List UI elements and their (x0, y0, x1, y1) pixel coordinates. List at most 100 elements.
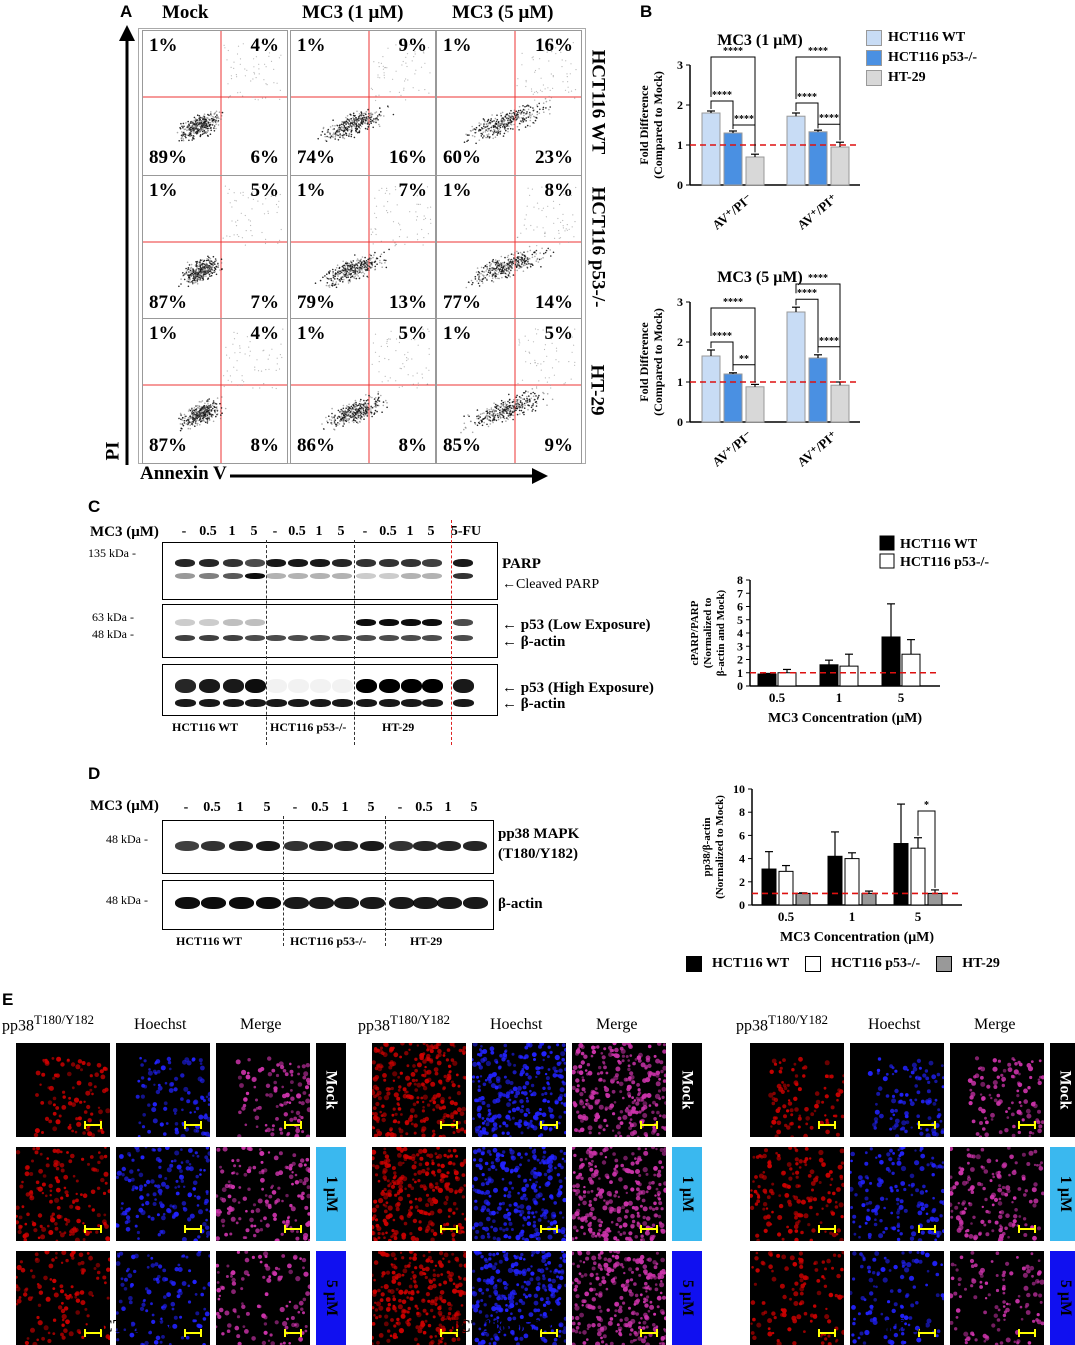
band-parp (288, 559, 308, 567)
scale-bar (84, 1225, 102, 1233)
significance-label: **** (808, 273, 828, 284)
y-tick-label: 4 (737, 626, 743, 640)
band-parp (310, 559, 330, 567)
panel-b-label: B (640, 2, 652, 22)
band-pp38 (309, 841, 333, 851)
micrograph (116, 1043, 210, 1137)
band-p53 (356, 679, 377, 693)
d-legend-swatch-wt (686, 956, 702, 972)
quadrant-ul: 1% (443, 180, 472, 202)
micrograph (950, 1147, 1044, 1241)
band-p53 (266, 679, 287, 693)
y-tick-label: 0 (677, 415, 683, 429)
x-category-label: AV⁺/PI⁻ (709, 428, 755, 470)
band-actin (266, 635, 286, 641)
d-label-site: (T180/Y182) (498, 846, 578, 863)
y-tick-label: 1 (737, 666, 743, 680)
band-p53 (379, 679, 400, 693)
quadrant-lr: 7% (251, 292, 280, 314)
bar (902, 654, 920, 686)
c-marker-48: 48 kDa - (92, 627, 134, 642)
y-axis-label: Fold Difference(Compared to Mock) (637, 308, 665, 416)
quadrant-ll: 89% (149, 147, 187, 169)
band-parp (175, 559, 195, 567)
legend-label: HCT116 p53-/- (900, 555, 989, 570)
lane-label: 0.5 (377, 524, 399, 540)
x-category-label: 0.5 (778, 909, 795, 924)
quadrant-ul: 1% (297, 35, 326, 57)
d-marker-2: 48 kDa - (106, 893, 148, 908)
e-col-header-pp38: pp38T180/Y182 (736, 1012, 828, 1035)
e-group-label: HCT116 WT (86, 1316, 185, 1337)
lane-label: 1 (437, 800, 459, 816)
scale-bar (818, 1225, 836, 1233)
x-axis-label: MC3 Concentration (μM) (780, 930, 934, 945)
band-actin (379, 635, 399, 641)
svg-text:AV⁺/PI⁻: AV⁺/PI⁻ (709, 428, 755, 470)
quadrant-lr: 16% (389, 147, 427, 169)
legend-p53: HCT116 p53-/- (888, 50, 977, 66)
scale-bar (640, 1121, 658, 1129)
e-row-label: 1 μM (672, 1147, 702, 1241)
micrograph (472, 1147, 566, 1241)
flow-plot: 1%5%86%8% (290, 318, 436, 464)
band-pp38 (175, 841, 199, 851)
band-pp38 (360, 841, 384, 851)
y-tick-label: 3 (737, 639, 743, 653)
band-actin (175, 897, 200, 909)
bar (882, 637, 900, 686)
bar (828, 856, 842, 905)
band-cleaved-parp (379, 573, 399, 579)
micrograph (850, 1043, 944, 1137)
band-actin (245, 635, 265, 641)
y-tick-label: 1 (677, 375, 683, 389)
band-parp (223, 559, 243, 567)
band-actin (332, 699, 353, 707)
quadrant-ur: 16% (535, 35, 573, 57)
x-category-label: 0.5 (769, 690, 786, 705)
c-label-p53-low: ← p53 (Low Exposure) (502, 617, 651, 634)
band-actin (422, 635, 442, 641)
band-parp (199, 559, 219, 567)
band-actin (175, 699, 196, 707)
quadrant-ul: 1% (149, 323, 178, 345)
bar (758, 674, 776, 686)
blot-parp (162, 542, 498, 600)
band-actin (288, 635, 308, 641)
band-actin (437, 897, 462, 909)
row-header-wt: HCT116 WT (583, 30, 611, 174)
quadrant-ul: 1% (297, 180, 326, 202)
lane-label: 5 (243, 524, 265, 540)
lane-label: 1 (334, 800, 356, 816)
scale-bar (918, 1121, 936, 1129)
scale-bar (84, 1121, 102, 1129)
quadrant-ul: 1% (443, 35, 472, 57)
band-actin (310, 635, 330, 641)
quadrant-ul: 1% (443, 323, 472, 345)
svg-text:cPARP/PARP: cPARP/PARP (690, 600, 701, 665)
e-col-header-hoechst: Hoechst (868, 1016, 920, 1034)
quadrant-ur: 5% (251, 180, 280, 202)
band-pp38 (463, 841, 487, 851)
col-header-mc3-1: MC3 (1 μM) (302, 2, 404, 24)
scale-bar (918, 1225, 936, 1233)
lane-label: 1 (221, 524, 243, 540)
bar (778, 673, 796, 686)
c-divider-2 (354, 540, 355, 745)
c-label-cleaved: ←Cleaved PARP (502, 577, 599, 593)
blot-actin-d (162, 880, 494, 930)
band-actin (223, 699, 244, 707)
micrograph (216, 1147, 310, 1241)
e-row-label: 5 μM (1050, 1251, 1075, 1345)
y-tick-label: 8 (739, 805, 745, 819)
e-group-label: HT-29 (878, 1316, 926, 1337)
quadrant-ul: 1% (149, 180, 178, 202)
c-divider-1 (266, 540, 267, 745)
flow-plot: 1%8%77%14% (436, 175, 582, 321)
y-tick-label: 1 (677, 138, 683, 152)
micrograph (572, 1251, 666, 1345)
micrograph (750, 1043, 844, 1137)
quadrant-ur: 8% (545, 180, 574, 202)
